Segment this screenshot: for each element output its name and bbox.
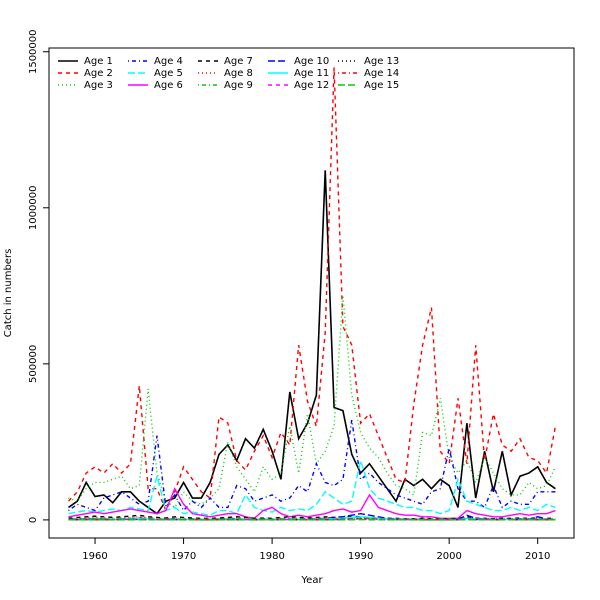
legend-label: Age 14 [364,68,399,79]
legend-label: Age 12 [294,80,329,91]
series-line [68,487,556,520]
y-tick-label: 1000000 [28,186,39,231]
series-line [67,67,557,513]
series-line [68,295,557,509]
legend-label: Age 7 [224,56,253,67]
series-line [68,457,556,516]
x-tick-label: 1980 [259,551,284,562]
x-tick-label: 1990 [348,551,373,562]
legend-label: Age 13 [364,56,399,67]
y-tick-label: 500000 [28,345,39,383]
legend-label: Age 8 [224,68,253,79]
y-tick-label: 1500000 [28,29,39,74]
legend-label: Age 4 [154,56,183,67]
series-line [68,419,556,512]
x-tick-label: 2000 [436,551,461,562]
y-axis-label: Catch in numbers [3,249,14,338]
series-line [68,170,556,515]
legend-label: Age 9 [224,80,253,91]
legend-label: Age 6 [154,80,183,91]
legend-label: Age 11 [294,68,329,79]
x-axis-label: Year [300,575,323,586]
plot-frame [48,47,575,539]
y-tick-label: 0 [28,517,39,523]
legend-label: Age 15 [364,80,399,91]
legend-label: Age 3 [84,80,113,91]
x-tick-label: 1960 [82,551,107,562]
legend-label: Age 5 [154,68,183,79]
x-tick-label: 1970 [171,551,196,562]
legend-label: Age 1 [84,56,113,67]
legend-label: Age 2 [84,68,113,79]
series-line [68,514,556,520]
legend-label: Age 10 [294,56,329,67]
x-tick-label: 2010 [525,551,550,562]
